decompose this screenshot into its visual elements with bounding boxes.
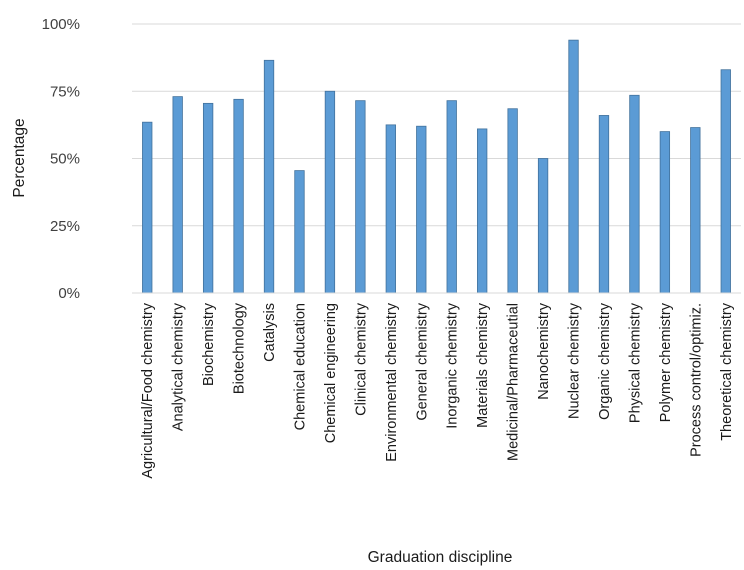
x-tick-label: Materials chemistry <box>475 302 491 428</box>
x-tick-label: Chemical education <box>292 303 308 430</box>
y-axis-ticks: 0% 25% 50% 75% 100% <box>42 16 80 302</box>
bar <box>355 100 366 294</box>
x-tick-label: Biotechnology <box>232 302 248 394</box>
x-tick-label: Organic chemistry <box>597 302 613 420</box>
x-tick-label: Chemical engineering <box>323 303 339 443</box>
y-tick-label: 50% <box>50 151 80 168</box>
x-tick-label: Nanochemistry <box>536 302 552 399</box>
y-tick-label: 0% <box>58 285 80 302</box>
x-tick-label: Polymer chemistry <box>658 302 674 422</box>
y-tick-label: 75% <box>50 83 80 100</box>
bar <box>385 124 396 294</box>
x-axis-ticks: Agricultural/Food chemistry Analytical ch… <box>140 302 735 478</box>
bar <box>477 128 488 294</box>
bar <box>568 39 579 294</box>
x-tick-label: Analytical chemistry <box>171 302 187 431</box>
x-tick-label: Nuclear chemistry <box>567 302 583 419</box>
bar <box>537 158 549 294</box>
bars <box>142 39 731 294</box>
bar <box>263 59 275 294</box>
y-tick-label: 100% <box>42 16 80 33</box>
x-tick-label: Physical chemistry <box>627 302 643 423</box>
bar <box>598 115 610 294</box>
y-tick-label: 25% <box>50 218 80 235</box>
x-tick-label: General chemistry <box>414 302 430 420</box>
bar <box>720 69 731 294</box>
bar <box>416 125 427 294</box>
x-tick-label: Agricultural/Food chemistry <box>140 302 156 478</box>
y-axis-title: Percentage <box>11 118 28 197</box>
x-tick-label: Process control/optimiz. <box>688 303 704 457</box>
x-tick-label: Biochemistry <box>201 302 217 386</box>
x-tick-label: Environmental chemistry <box>384 302 400 461</box>
bar <box>294 170 305 294</box>
bar <box>507 108 518 294</box>
bar <box>690 127 701 294</box>
gridlines <box>132 23 741 227</box>
bar <box>629 94 640 294</box>
x-tick-label: Inorganic chemistry <box>445 302 461 428</box>
x-tick-label: Medicinal/Pharmaceutial <box>506 303 522 461</box>
bar <box>446 100 457 294</box>
bar <box>324 90 336 294</box>
bar <box>202 102 214 294</box>
x-tick-label: Clinical chemistry <box>353 302 369 416</box>
bar <box>233 98 244 294</box>
x-axis-title: Graduation discipline <box>368 549 513 566</box>
x-tick-label: Catalysis <box>262 303 278 362</box>
bar <box>172 96 183 294</box>
bar <box>659 131 671 294</box>
x-tick-label: Theoretical chemistry <box>719 302 735 441</box>
bar <box>142 121 153 294</box>
